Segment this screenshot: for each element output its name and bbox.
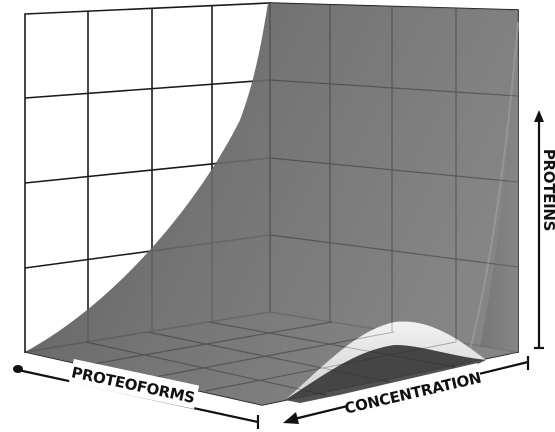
proteoforms-label-bg [68, 358, 200, 410]
concentration-arrowhead [283, 412, 299, 424]
right-wall-shade [480, 10, 518, 352]
concentration-label-bg [345, 363, 483, 417]
proteins-axis-label: PROTEINS [540, 149, 555, 231]
surface-right-edge [469, 21, 519, 351]
surface-ridge-highlight [285, 321, 486, 400]
proteoforms-axis-dot [13, 365, 23, 373]
surface-ridge-shadow [285, 345, 486, 403]
surface-sheet [25, 3, 518, 405]
proteins-axis: PROTEINS [534, 110, 555, 350]
proteins-arrowhead [534, 110, 544, 122]
grid-overlay [85, 3, 519, 396]
